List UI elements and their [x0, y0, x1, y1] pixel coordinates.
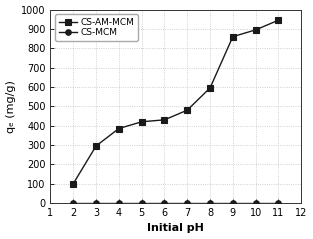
CS-AM-MCM — [185, 109, 189, 112]
Line: CS-AM-MCM: CS-AM-MCM — [70, 17, 281, 186]
CS-MCM — [277, 201, 280, 204]
CS-MCM — [162, 201, 166, 204]
CS-MCM — [71, 201, 75, 204]
CS-AM-MCM — [254, 28, 258, 31]
Line: CS-MCM: CS-MCM — [70, 200, 281, 205]
Y-axis label: qₑ (mg/g): qₑ (mg/g) — [6, 80, 16, 133]
CS-AM-MCM — [117, 127, 121, 130]
CS-AM-MCM — [208, 87, 212, 89]
CS-MCM — [254, 201, 258, 204]
CS-AM-MCM — [162, 118, 166, 121]
CS-MCM — [185, 201, 189, 204]
CS-AM-MCM — [231, 35, 235, 38]
CS-MCM — [231, 201, 235, 204]
Legend: CS-AM-MCM, CS-MCM: CS-AM-MCM, CS-MCM — [55, 14, 138, 41]
CS-MCM — [140, 201, 144, 204]
X-axis label: Initial pH: Initial pH — [147, 223, 204, 234]
CS-AM-MCM — [277, 19, 280, 22]
CS-AM-MCM — [140, 120, 144, 123]
CS-AM-MCM — [94, 145, 98, 147]
CS-MCM — [208, 201, 212, 204]
CS-MCM — [117, 201, 121, 204]
CS-MCM — [94, 201, 98, 204]
CS-AM-MCM — [71, 182, 75, 185]
